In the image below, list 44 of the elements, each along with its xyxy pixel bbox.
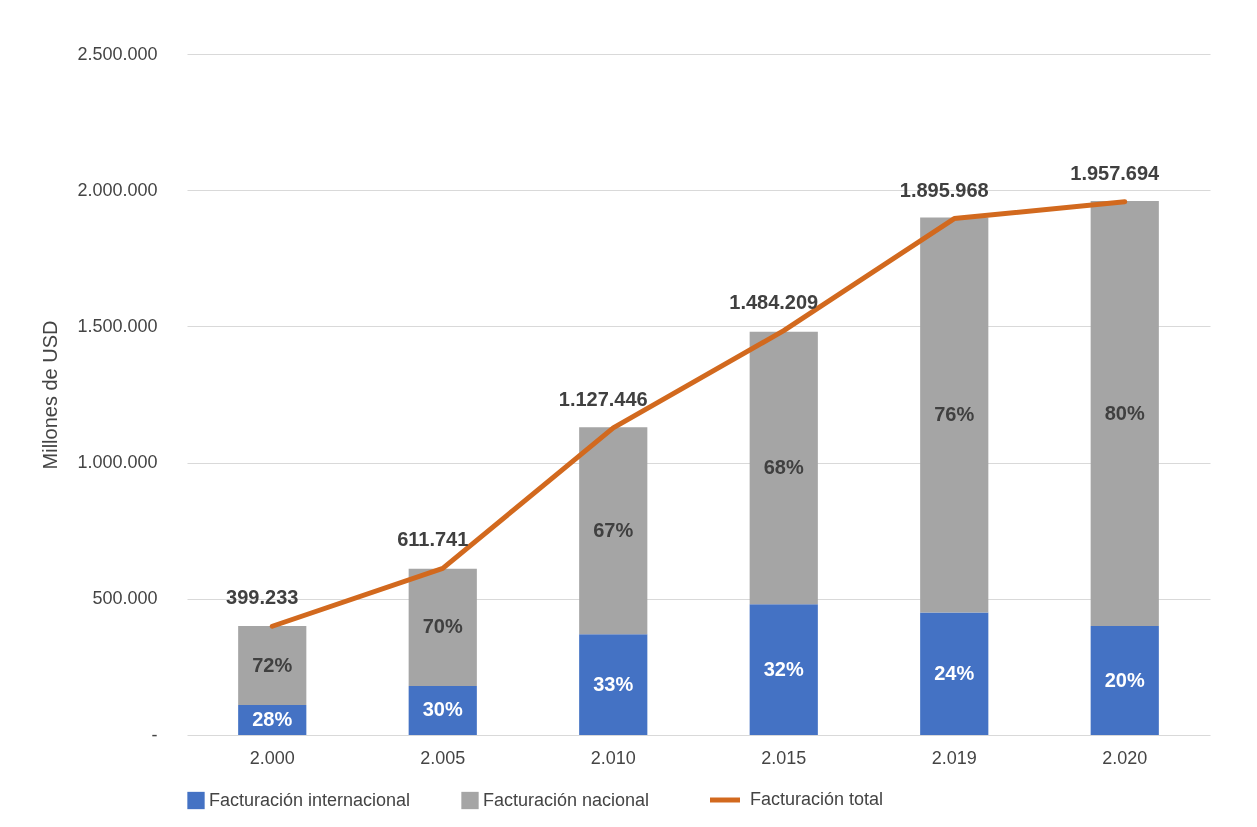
y-tick-label: 1.500.000 [77,315,158,336]
y-tick-label: 2.500.000 [77,43,158,64]
annotation: 28% [252,708,293,731]
bar [749,604,818,735]
bar [579,634,648,735]
bar [1090,626,1159,735]
legend-label: Facturación total [750,789,884,809]
x-tick-label: 2.000 [249,747,295,768]
x-tick-label: 2.019 [931,747,977,768]
x-tick-label: 2.015 [761,747,807,768]
annotation: 70% [422,615,463,638]
data-label: 1.127.446 [558,387,648,410]
annotation: 30% [422,698,463,721]
bar [749,331,818,605]
annotation: 76% [934,402,975,425]
annotation: 32% [763,657,804,680]
bar [579,427,648,635]
annotation: 67% [593,518,634,541]
x-tick-label: 2.010 [590,747,636,768]
y-tick-label: - [151,724,158,745]
annotation: 68% [763,456,804,479]
annotation: 72% [252,653,293,676]
data-label: 1.957.694 [1070,161,1161,184]
y-tick-label: 500.000 [92,588,158,609]
y-tick-label: 2.000.000 [77,179,158,200]
bar [1090,201,1159,627]
y-tick-label: 1.000.000 [77,452,158,473]
annotation: 24% [934,661,975,684]
y-axis-title: Millones de USD [39,320,62,470]
bar [920,217,989,613]
x-tick-label: 2.005 [420,747,466,768]
annotation: 33% [593,672,634,695]
legend-label: Facturación internacional [209,789,411,810]
bar [238,626,307,706]
bar [920,612,989,735]
data-label: 399.233 [226,586,299,609]
annotation: 80% [1104,401,1145,424]
annotation: 20% [1104,668,1145,691]
data-label: 1.484.209 [729,290,819,313]
data-label: 1.895.968 [899,178,989,201]
x-tick-label: 2.020 [1102,747,1148,768]
bar [408,568,477,686]
legend-label: Facturación nacional [483,789,650,810]
data-label: 611.741 [397,528,469,551]
